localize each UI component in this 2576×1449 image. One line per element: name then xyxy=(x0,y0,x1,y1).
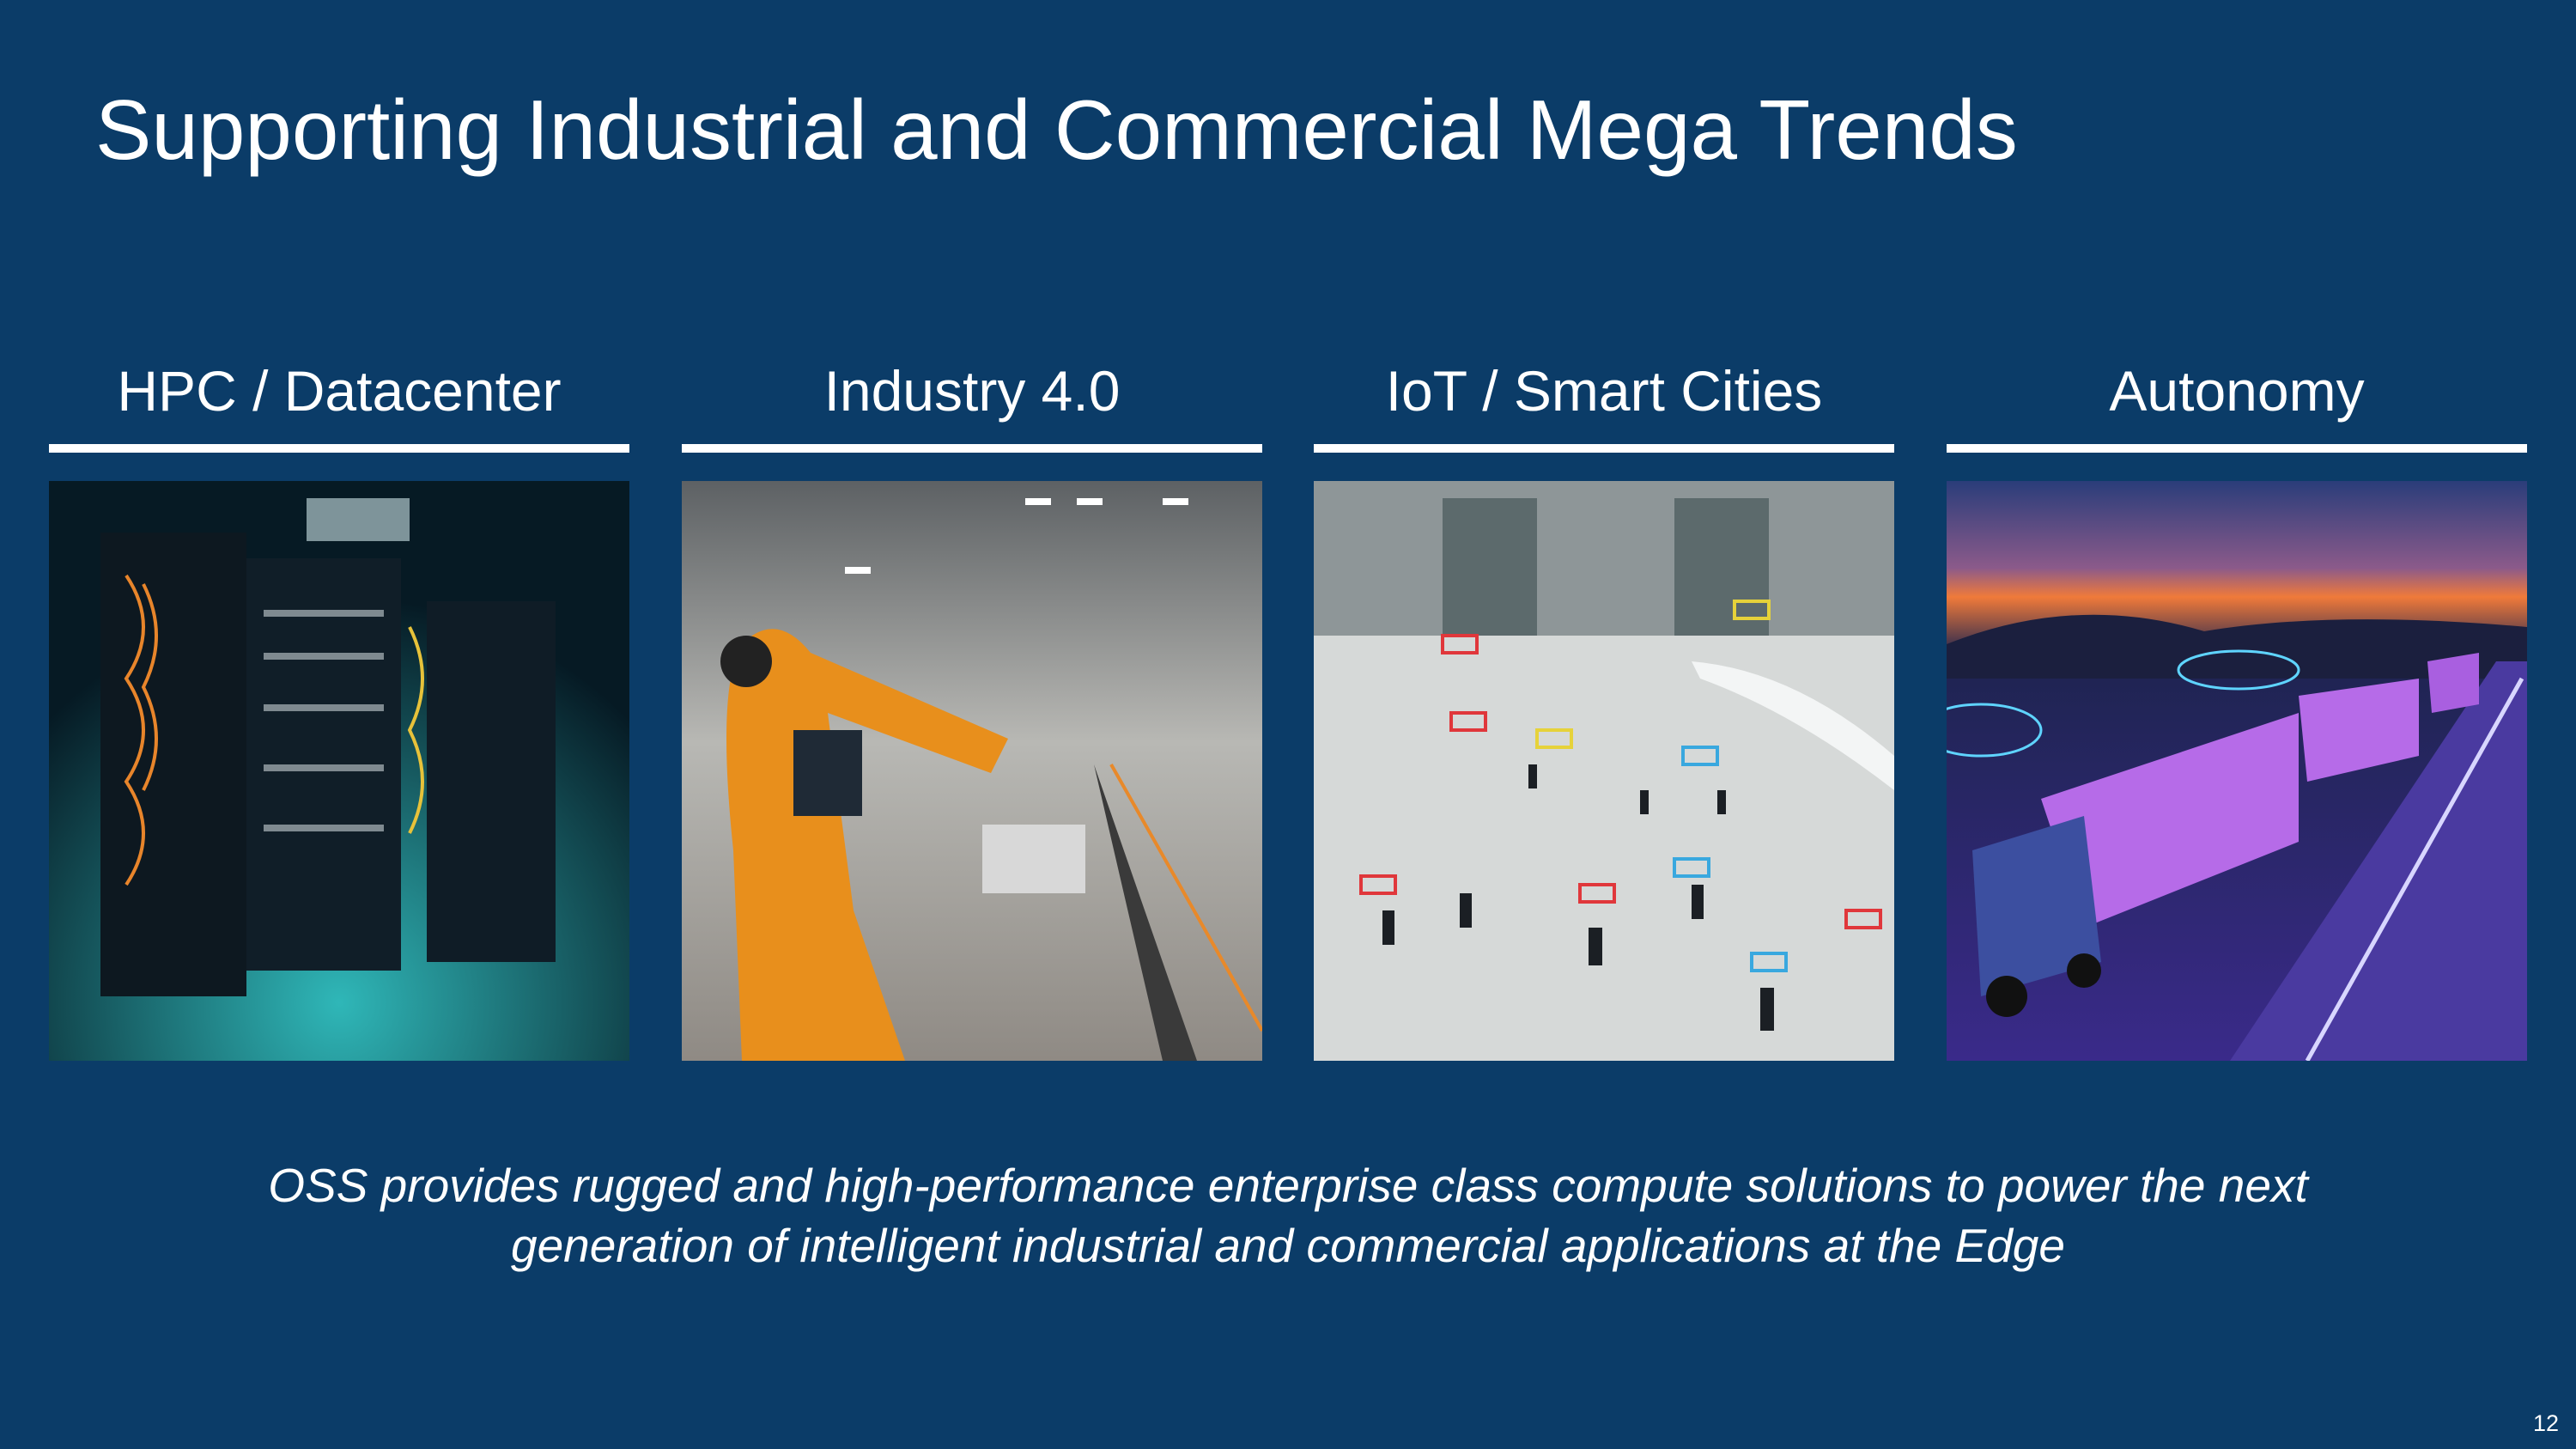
column-heading: Autonomy xyxy=(2109,359,2365,423)
slide-caption: OSS provides rugged and high-performance… xyxy=(0,1155,2576,1275)
heading-underline xyxy=(1947,444,2527,453)
column-hpc: HPC / Datacenter xyxy=(49,348,629,1061)
server-racks-image xyxy=(49,481,629,1061)
column-industry: Industry 4.0 xyxy=(682,348,1262,1061)
caption-line-1: OSS provides rugged and high-performance… xyxy=(268,1159,2308,1212)
page-number: 12 xyxy=(2532,1410,2559,1436)
pedestrian-tracking-image xyxy=(1314,481,1894,1061)
heading-underline xyxy=(1314,444,1894,453)
heading-underline xyxy=(49,444,629,453)
column-iot: IoT / Smart Cities xyxy=(1314,348,1894,1061)
slide-title: Supporting Industrial and Commercial Meg… xyxy=(95,82,2018,177)
caption-line-2: generation of intelligent industrial and… xyxy=(511,1219,2065,1272)
column-heading: HPC / Datacenter xyxy=(117,359,562,423)
heading-underline xyxy=(682,444,1262,453)
column-heading: IoT / Smart Cities xyxy=(1385,359,1823,423)
column-heading: Industry 4.0 xyxy=(823,359,1121,423)
robotic-arm-image xyxy=(682,481,1262,1061)
column-autonomy: Autonomy xyxy=(1947,348,2527,1061)
autonomous-trucks-image xyxy=(1947,481,2527,1061)
